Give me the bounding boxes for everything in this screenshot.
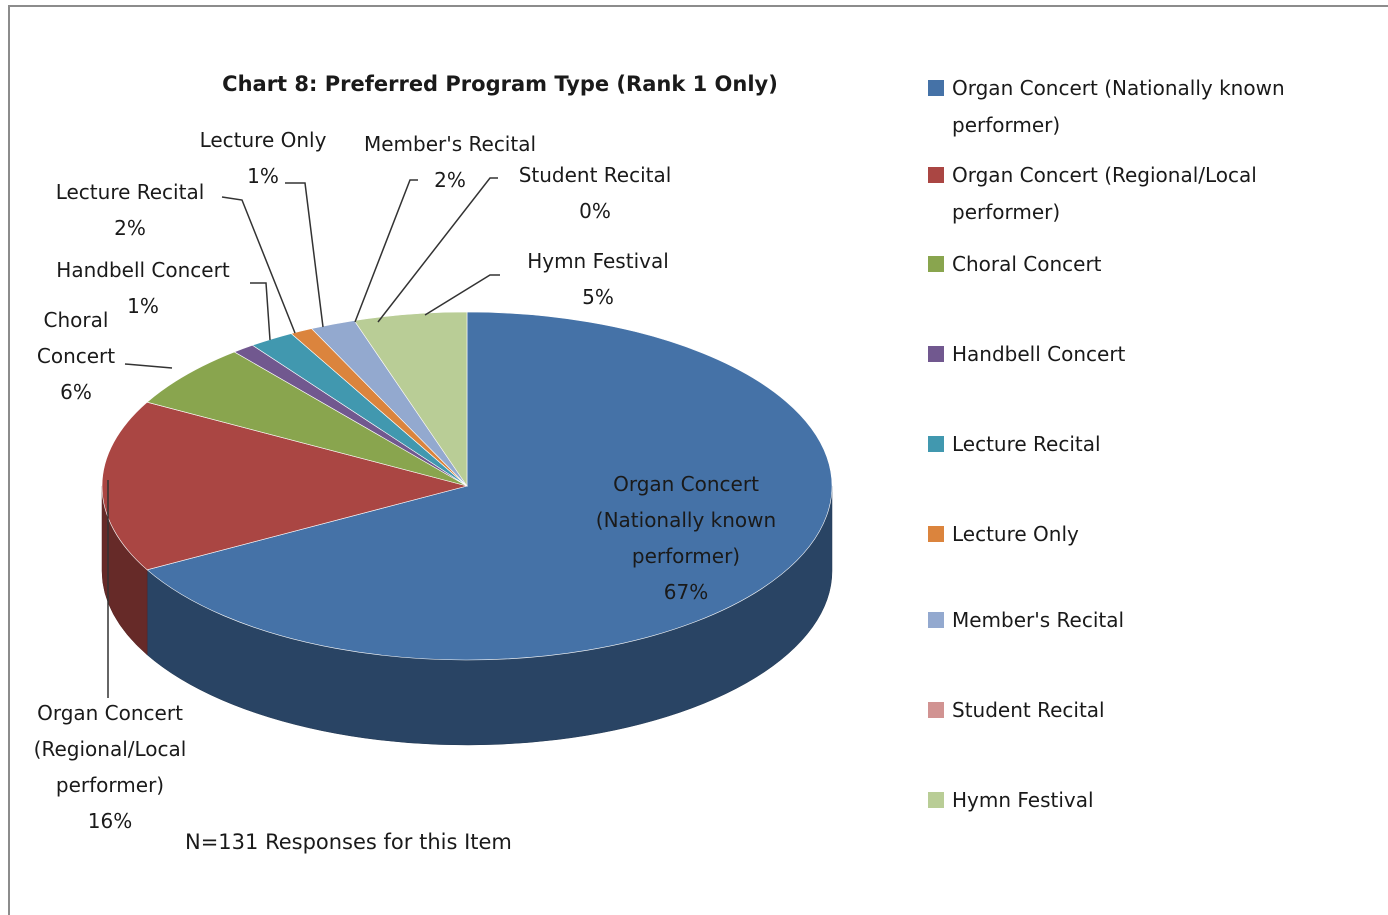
leader-line	[377, 177, 498, 323]
data-label-name: Organ Concert (Regional/Local performer)	[33, 701, 187, 797]
legend-label: Organ Concert (Nationally known performe…	[952, 76, 1285, 137]
data-label-name: Handbell Concert	[56, 258, 230, 282]
leader-line	[424, 274, 500, 316]
data-label: Hymn Festival 5%	[498, 243, 698, 315]
legend-swatch	[928, 702, 944, 718]
data-label: Handbell Concert 1%	[28, 252, 258, 324]
data-label-value: 1%	[127, 294, 159, 318]
data-label: Member's Recital 2%	[340, 126, 560, 198]
data-label-value: 2%	[114, 216, 146, 240]
legend-swatch	[928, 792, 944, 808]
data-label-value: 2%	[434, 168, 466, 192]
data-label-name: Lecture Recital	[55, 180, 205, 204]
legend-item: Organ Concert (Regional/Local performer)	[928, 157, 1368, 231]
legend-label: Hymn Festival	[952, 788, 1094, 812]
legend-item: Choral Concert	[928, 246, 1368, 283]
legend-item: Lecture Recital	[928, 426, 1368, 463]
legend-swatch	[928, 612, 944, 628]
data-label-value: 67%	[663, 580, 709, 604]
slice	[101, 401, 469, 571]
legend-label: Organ Concert (Regional/Local performer)	[952, 163, 1257, 224]
legend-label: Lecture Only	[952, 522, 1079, 546]
leader-line	[250, 282, 271, 341]
data-label-name: Choral Concert	[36, 308, 116, 368]
data-label: Choral Concert 6%	[26, 302, 126, 410]
data-label: Lecture Recital 2%	[30, 174, 230, 246]
data-label: Lecture Only 1%	[183, 122, 343, 194]
legend-label: Choral Concert	[952, 252, 1102, 276]
data-label-value: 16%	[87, 809, 133, 833]
legend-swatch	[928, 526, 944, 542]
frame	[8, 5, 1388, 915]
legend-label: Student Recital	[952, 698, 1105, 722]
data-label: Organ Concert (Regional/Local performer)…	[10, 695, 210, 839]
legend-swatch	[928, 256, 944, 272]
data-label-name: Student Recital	[518, 163, 672, 187]
data-label-value: 0%	[579, 199, 611, 223]
legend-label: Handbell Concert	[952, 342, 1126, 366]
legend-label: Member's Recital	[952, 608, 1125, 632]
slice	[353, 311, 468, 487]
legend-label: Lecture Recital	[952, 432, 1101, 456]
legend-swatch	[928, 436, 944, 452]
legend-swatch	[928, 80, 944, 96]
leader-line	[354, 179, 418, 323]
legend-item: Handbell Concert	[928, 336, 1368, 373]
leader-line	[221, 196, 296, 334]
data-label-name: Member's Recital	[363, 132, 537, 156]
leader-line	[124, 363, 173, 369]
legend-item: Member's Recital	[928, 602, 1368, 639]
legend-item: Organ Concert (Nationally known performe…	[928, 70, 1368, 144]
slice	[146, 351, 468, 487]
legend-item: Lecture Only	[928, 516, 1368, 553]
data-label-value: 1%	[247, 164, 279, 188]
data-label-value: 6%	[60, 380, 92, 404]
data-label: Organ Concert (Nationally known performe…	[571, 466, 801, 610]
data-label-name: Organ Concert (Nationally known performe…	[595, 472, 777, 568]
leader-line	[285, 182, 324, 328]
slice	[146, 311, 833, 661]
data-label: Student Recital 0%	[495, 157, 695, 229]
chart-title: Chart 8: Preferred Program Type (Rank 1 …	[222, 72, 778, 96]
data-label-value: 5%	[582, 285, 614, 309]
legend-swatch	[928, 346, 944, 362]
legend-swatch	[928, 167, 944, 183]
data-label-name: Lecture Only	[199, 128, 327, 152]
legend-item: Student Recital	[928, 692, 1368, 729]
legend-item: Hymn Festival	[928, 782, 1368, 819]
annotation: N=131 Responses for this Item	[185, 830, 512, 854]
data-label-name: Hymn Festival	[527, 249, 669, 273]
